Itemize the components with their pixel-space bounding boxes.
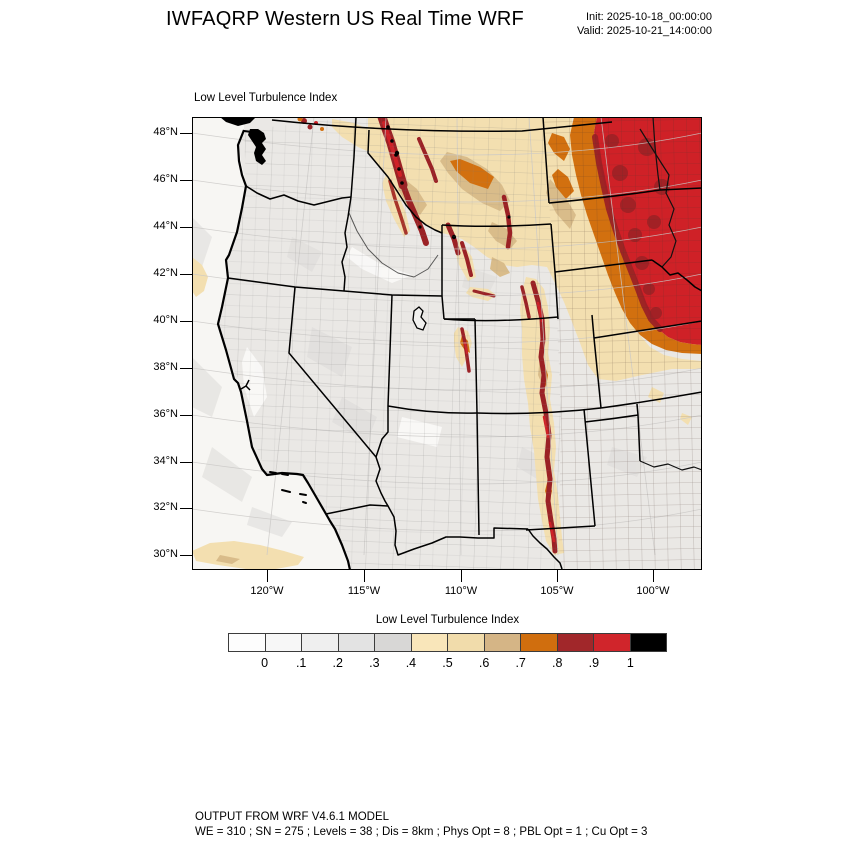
lat-tick [180, 462, 192, 463]
lon-tick-label: 100°W [636, 585, 670, 597]
colorbar-cell [411, 634, 448, 651]
colorbar-cell [302, 634, 339, 651]
map-field-label: Low Level Turbulence Index [194, 92, 338, 104]
lat-tick-label: 40°N [153, 314, 178, 326]
page-title: IWFAQRP Western US Real Time WRF [166, 8, 524, 30]
colorbar-tick-label: 1 [626, 656, 634, 670]
flathead-lake [394, 150, 400, 156]
map-frame [192, 117, 702, 570]
lon-tick [267, 570, 268, 582]
valid-time: Valid: 2025-10-21_14:00:00 [577, 25, 712, 37]
lon-tick [557, 570, 558, 582]
pacific-coastline [216, 129, 352, 570]
colorbar-tick-label: .5 [442, 656, 453, 670]
colorbar-cell [484, 634, 521, 651]
colorbar-tick-label: .3 [369, 656, 380, 670]
lat-tick-label: 32°N [153, 501, 178, 513]
rivers [348, 117, 702, 471]
channel-islands [269, 471, 307, 504]
lat-tick [180, 368, 192, 369]
lat-tick-label: 34°N [153, 455, 178, 467]
lat-tick-label: 48°N [153, 126, 178, 138]
lon-tick-label: 105°W [540, 585, 574, 597]
colorbar-tick-label: .1 [295, 656, 307, 670]
san-francisco-bay [240, 379, 251, 391]
lat-tick [180, 180, 192, 181]
colorbar-cell [557, 634, 594, 651]
map-canvas [192, 117, 702, 570]
lon-tick-label: 120°W [250, 585, 284, 597]
colorbar-cell [229, 634, 266, 651]
colorbar-tick-label: .2 [332, 656, 343, 670]
colorbar-cell [375, 634, 412, 651]
lat-tick [180, 415, 192, 416]
colorbar-title: Low Level Turbulence Index [375, 614, 520, 626]
colorbar-cell [630, 634, 666, 651]
colorbar-tick-label: .9 [588, 656, 600, 670]
state-borders [227, 117, 702, 570]
init-time: Init: 2025-10-18_00:00:00 [586, 11, 712, 23]
puget-sound [243, 129, 266, 165]
colorbar-cell [521, 634, 558, 651]
lat-tick-label: 38°N [153, 361, 178, 373]
lon-tick-label: 115°W [347, 585, 381, 597]
footer-line1: OUTPUT FROM WRF V4.6.1 MODEL [195, 811, 390, 823]
lat-tick-label: 42°N [153, 267, 178, 279]
colorbar-cell [448, 634, 485, 651]
lon-tick [461, 570, 462, 582]
lat-tick [180, 321, 192, 322]
colorbar-tick-label: .6 [478, 656, 490, 670]
footer-line2: WE = 310 ; SN = 275 ; Levels = 38 ; Dis … [195, 825, 648, 838]
lon-tick-label: 110°W [444, 585, 478, 597]
colorbar-tick-label: .4 [405, 656, 417, 670]
lat-tick [180, 555, 192, 556]
map-panel [192, 117, 702, 570]
colorbar-cell [594, 634, 631, 651]
lat-tick-label: 44°N [153, 220, 178, 232]
great-salt-lake [412, 306, 427, 331]
footer-model-info: OUTPUT FROM WRF V4.6.1 MODEL WE = 310 ; … [195, 810, 647, 839]
run-info: Init: 2025-10-18_00:00:00 Valid: 2025-10… [500, 10, 712, 38]
colorbar-tick-label: 0 [261, 656, 269, 670]
map-layers [192, 117, 702, 570]
lat-tick-label: 36°N [153, 408, 178, 420]
county-grid-plains [543, 117, 702, 570]
lat-tick [180, 133, 192, 134]
colorbar-cell [265, 634, 302, 651]
colorbar [228, 633, 667, 652]
lon-tick [653, 570, 654, 582]
vancouver-island [220, 117, 256, 126]
colorbar-tick-label: .7 [515, 656, 526, 670]
lat-tick-label: 46°N [153, 173, 178, 185]
lat-tick [180, 274, 192, 275]
lon-tick [364, 570, 365, 582]
colorbar-tick-label: .8 [552, 656, 563, 670]
lat-tick [180, 508, 192, 509]
colorbar-cell [338, 634, 375, 651]
lat-tick-label: 30°N [153, 548, 178, 560]
lat-tick [180, 227, 192, 228]
